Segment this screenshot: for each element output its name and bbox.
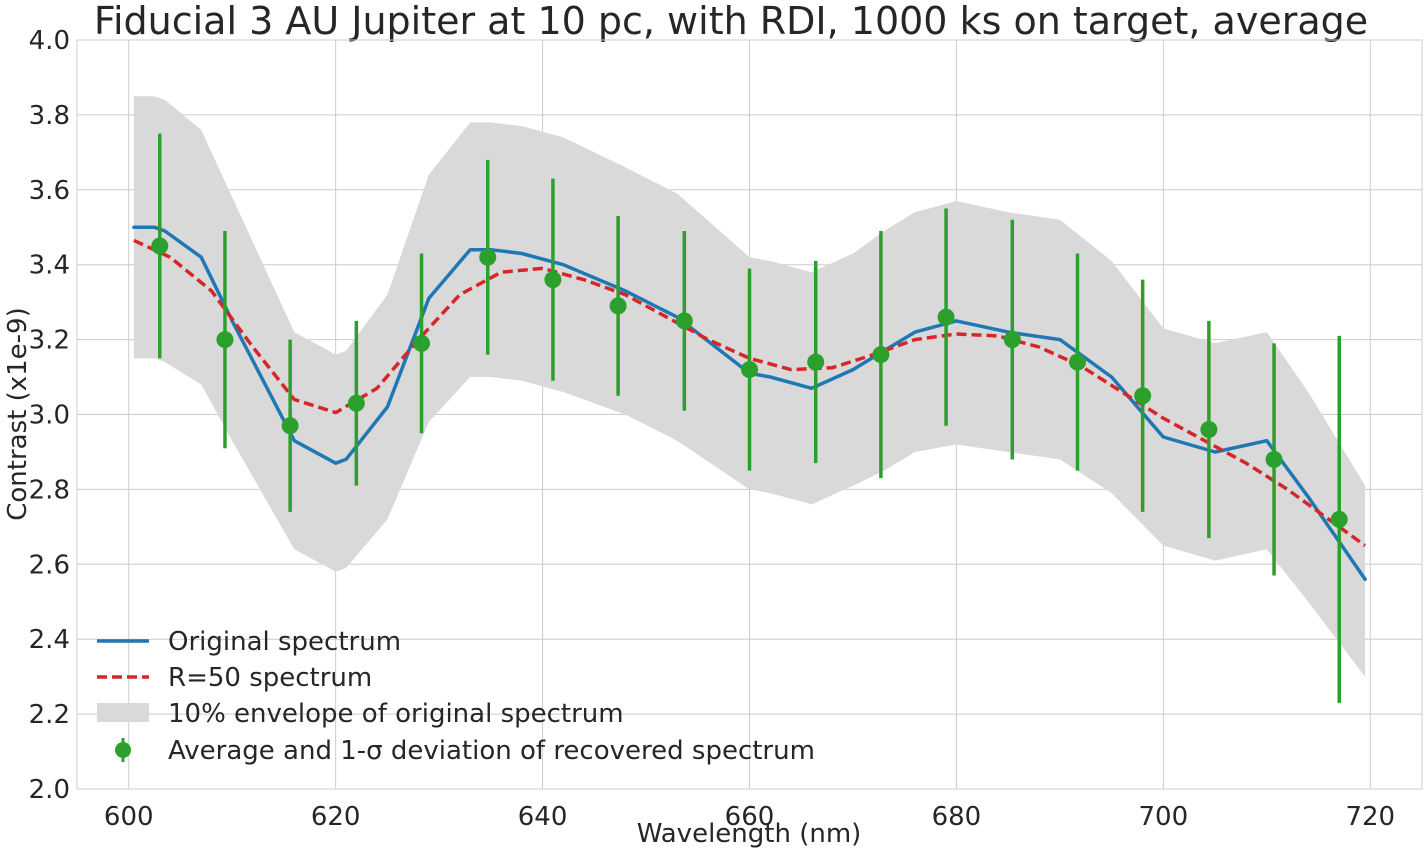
x-tick-label: 640	[518, 802, 568, 832]
x-tick-label: 680	[932, 802, 982, 832]
chart-title: Fiducial 3 AU Jupiter at 10 pc, with RDI…	[94, 0, 1368, 43]
legend-label-r50: R=50 spectrum	[168, 663, 372, 693]
legend-label-original: Original spectrum	[168, 627, 401, 657]
errorbar-point	[1068, 353, 1086, 371]
errorbar-point	[807, 353, 825, 371]
x-tick-labels: 600 620 640 660 680 700 720	[104, 802, 1395, 832]
y-tick-label: 2.0	[29, 775, 70, 805]
errorbar-point	[347, 394, 365, 412]
legend-swatch-marker	[115, 742, 131, 758]
y-tick-label: 3.4	[29, 251, 70, 281]
x-tick-label: 700	[1139, 802, 1189, 832]
errorbar-point	[216, 331, 234, 349]
errorbar-point	[609, 297, 627, 315]
errorbar-point	[151, 237, 169, 255]
y-tick-label: 2.4	[29, 625, 70, 655]
errorbar-point	[281, 417, 299, 435]
errorbar-point	[1265, 450, 1283, 468]
y-tick-label: 2.8	[29, 475, 70, 505]
y-tick-label: 3.6	[29, 176, 70, 206]
errorbar-point	[872, 346, 890, 364]
errorbar-point	[1330, 510, 1348, 528]
errorbar-point	[413, 334, 431, 352]
x-tick-label: 720	[1345, 802, 1395, 832]
plot-frame	[76, 39, 1423, 790]
legend: Original spectrum R=50 spectrum 10% enve…	[97, 627, 815, 766]
x-axis-label: Wavelength (nm)	[637, 819, 862, 849]
y-tick-label: 2.6	[29, 550, 70, 580]
legend-label-errorbar: Average and 1-σ deviation of recovered s…	[168, 736, 815, 766]
errorbar-point	[675, 312, 693, 330]
errorbar-point	[544, 271, 562, 289]
r50-spectrum-line	[133, 238, 1367, 548]
y-axis-label: Contrast (x1e-9)	[3, 307, 33, 521]
y-tick-label: 3.2	[29, 326, 70, 356]
errorbar-point	[1134, 387, 1152, 405]
errorbar-point	[1200, 420, 1218, 438]
y-tick-label: 3.8	[29, 101, 70, 131]
legend-label-envelope: 10% envelope of original spectrum	[168, 699, 624, 729]
x-tick-label: 600	[104, 802, 154, 832]
errorbar-point	[937, 308, 955, 326]
legend-swatch-envelope	[97, 703, 149, 722]
x-tick-label: 660	[725, 802, 775, 832]
y-tick-labels: 2.0 2.2 2.4 2.6 2.8 3.0 3.2 3.4 3.6 3.8 4.0	[29, 26, 70, 805]
x-tick-label: 620	[311, 802, 361, 832]
errorbar-point	[479, 248, 497, 266]
errorbar-point	[741, 361, 758, 379]
y-tick-label: 2.2	[29, 700, 70, 730]
errorbar-layer	[151, 133, 1348, 703]
errorbar-point	[1003, 331, 1021, 349]
y-tick-label: 4.0	[29, 26, 70, 56]
y-tick-label: 3.0	[29, 401, 70, 431]
